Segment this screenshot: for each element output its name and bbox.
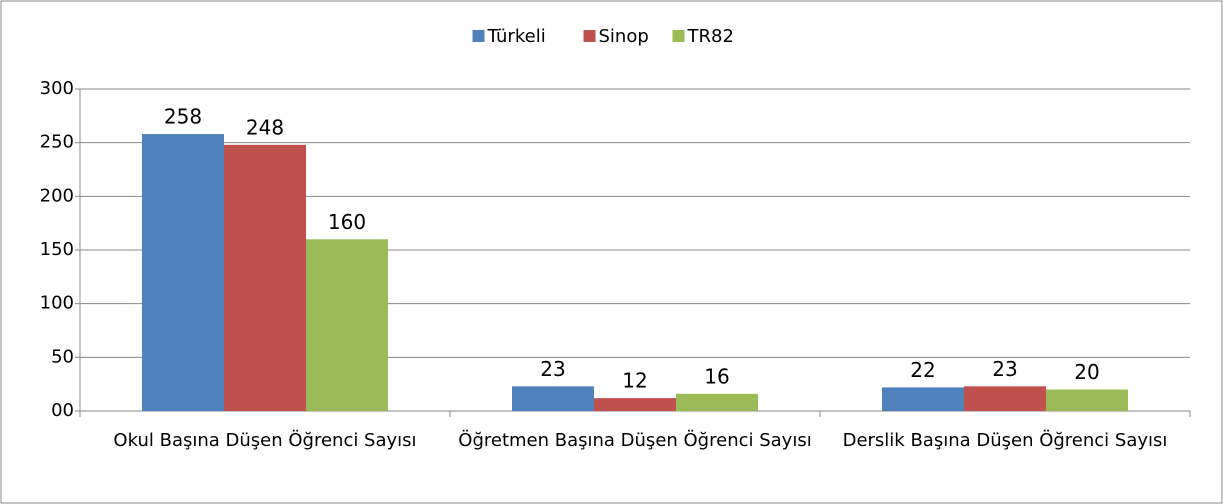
bar [964,386,1046,411]
x-tick-label: Okul Başına Düşen Öğrenci Sayısı [113,430,417,451]
y-tick-label: 100 [40,293,74,314]
legend-label: Türkeli [487,26,546,47]
x-tick-label: Derslik Başına Düşen Öğrenci Sayısı [842,430,1168,451]
x-tick-label: Öğretmen Başına Düşen Öğrenci Sayısı [458,430,812,451]
value-label: 22 [910,358,935,382]
value-label: 248 [246,115,284,139]
bar [882,387,964,411]
bar [594,398,676,411]
y-tick-label: 300 [40,78,74,99]
bar [306,239,388,411]
y-tick-label: 00 [51,400,74,421]
value-label: 160 [328,210,366,234]
bar [676,393,758,411]
value-label: 23 [992,357,1017,381]
bar [142,134,224,411]
legend-label: Sinop [599,26,649,47]
y-tick-label: 150 [40,239,74,260]
legend-label: TR82 [687,26,734,47]
bar [224,144,306,411]
legend-swatch [672,30,685,42]
y-tick-label: 200 [40,185,74,206]
bar [512,386,594,411]
value-label: 20 [1074,360,1099,384]
legend-swatch [583,30,596,42]
value-label: 16 [704,364,729,388]
y-tick-label: 250 [40,132,74,153]
bar [1046,389,1128,411]
value-label: 258 [164,105,202,129]
legend-swatch [472,30,485,42]
value-label: 12 [622,369,647,393]
y-tick-label: 50 [51,346,74,367]
value-label: 23 [540,357,565,381]
